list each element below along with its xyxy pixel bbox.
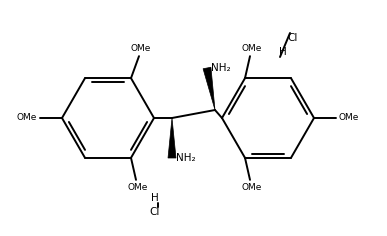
Polygon shape [168, 118, 176, 158]
Text: OMe: OMe [17, 114, 37, 122]
Text: H: H [279, 47, 287, 57]
Text: OMe: OMe [242, 183, 262, 192]
Text: NH₂: NH₂ [176, 153, 196, 163]
Text: Cl: Cl [288, 33, 298, 43]
Text: OMe: OMe [242, 44, 262, 53]
Text: OMe: OMe [128, 183, 148, 192]
Text: NH₂: NH₂ [211, 63, 231, 73]
Text: OMe: OMe [339, 114, 359, 122]
Polygon shape [203, 67, 215, 110]
Text: H: H [151, 193, 159, 203]
Text: OMe: OMe [131, 44, 151, 53]
Text: Cl: Cl [150, 207, 160, 217]
